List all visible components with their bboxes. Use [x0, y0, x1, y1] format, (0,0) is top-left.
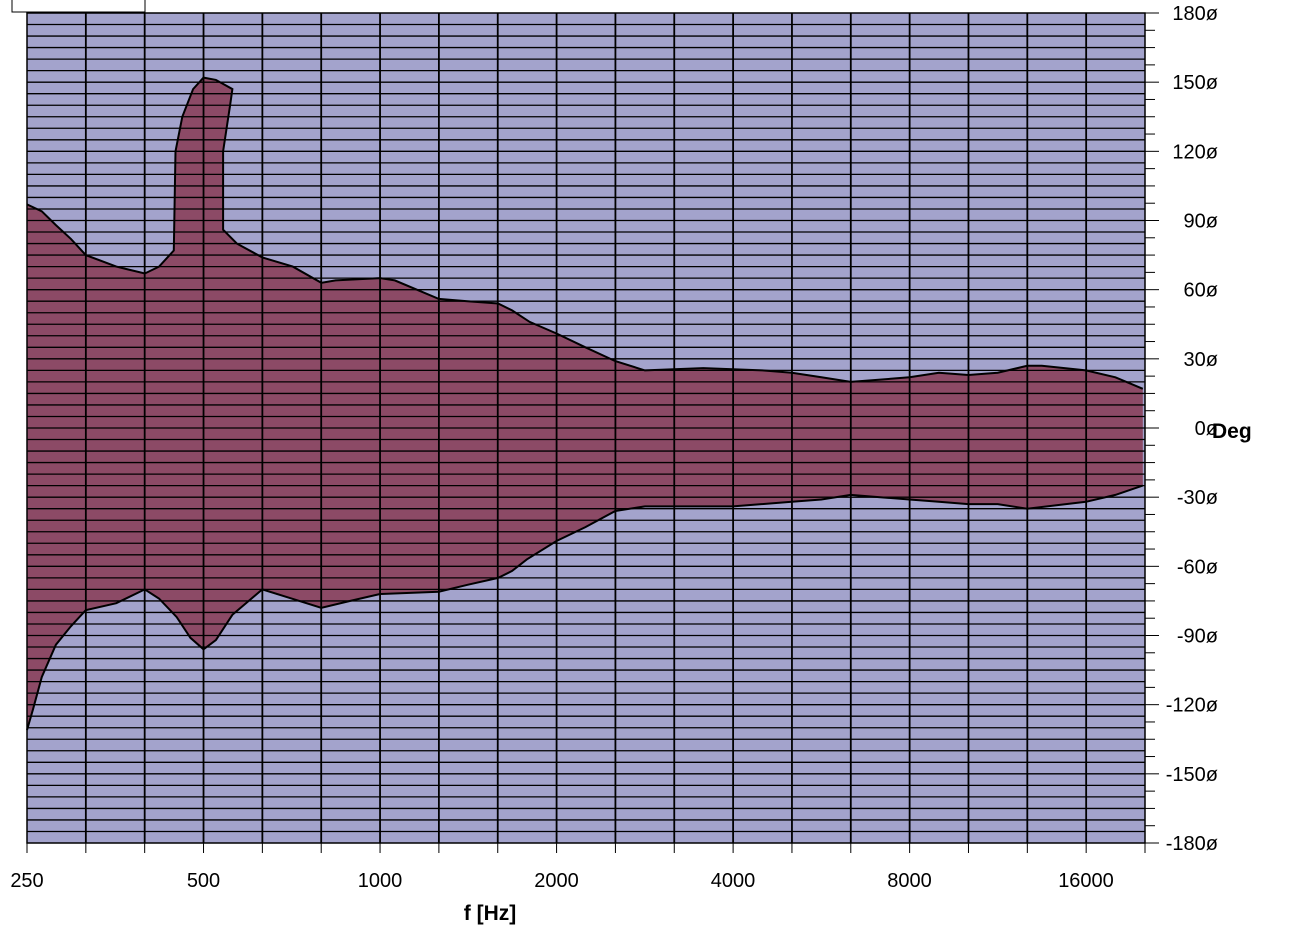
y-tick-label: 60ø: [1184, 280, 1218, 302]
y-axis-title: Deg: [1212, 420, 1252, 443]
x-axis-title: f [Hz]: [464, 902, 516, 925]
x-tick-label: 250: [10, 870, 43, 892]
lower-bound-line: [26, 484, 1144, 731]
y-tick-label: 30ø: [1184, 349, 1218, 371]
x-tick-label: 500: [187, 870, 220, 892]
y-tick-label: 150ø: [1172, 72, 1218, 94]
y-tick-label: -120ø: [1166, 695, 1218, 717]
response-outline-layer: [26, 76, 1144, 731]
upper-bound-line: [26, 76, 1144, 390]
y-tick-label: 120ø: [1172, 141, 1218, 163]
x-tick-label: 4000: [711, 870, 756, 892]
y-tick-label: 90ø: [1184, 211, 1218, 233]
y-tick-label: 0ø: [1195, 418, 1218, 440]
y-tick-label: -30ø: [1177, 487, 1218, 509]
y-tick-label: -180ø: [1166, 833, 1218, 855]
x-tick-label: 2000: [534, 870, 579, 892]
y-tick-label: -90ø: [1177, 626, 1218, 648]
y-tick-label: 180ø: [1172, 3, 1218, 25]
grid-layer: [26, 12, 1159, 853]
x-tick-label: 16000: [1058, 870, 1114, 892]
y-tick-label: -150ø: [1166, 764, 1218, 786]
y-tick-label: -60ø: [1177, 556, 1218, 578]
x-tick-labels: 250 500 1000 2000 4000 8000 16000: [10, 870, 1114, 892]
legend-box-remnant: [11, 0, 146, 13]
y-tick-labels: 180ø 150ø 120ø 90ø 60ø 30ø 0ø -30ø -60ø -90ø -120ø…: [1166, 3, 1218, 855]
plot-frame: [26, 12, 1146, 844]
x-tick-label: 8000: [887, 870, 932, 892]
x-tick-label: 1000: [358, 870, 403, 892]
